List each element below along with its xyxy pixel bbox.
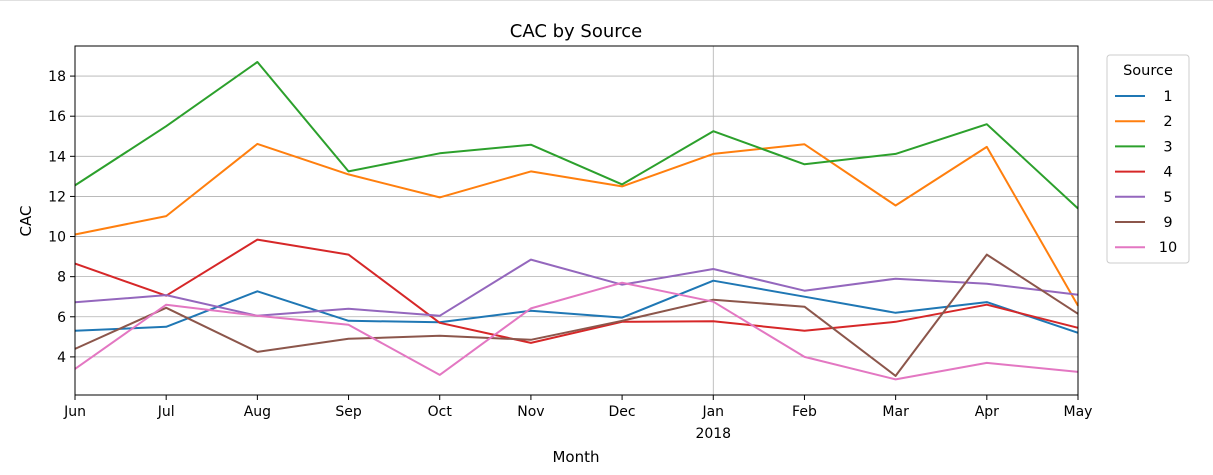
y-tick-label: 8 bbox=[57, 270, 66, 286]
series-line-4 bbox=[74, 238, 1079, 344]
x-tick-label: Feb bbox=[792, 404, 817, 420]
x-tick-label: Dec bbox=[609, 404, 636, 420]
legend-label-2: 2 bbox=[1163, 114, 1172, 130]
series-line-9 bbox=[74, 253, 1079, 377]
x-tick-label: Oct bbox=[428, 404, 453, 420]
x-tick-sublabel: 2018 bbox=[695, 426, 731, 442]
x-tick-label: Jan bbox=[701, 404, 724, 420]
legend-label-5: 5 bbox=[1163, 190, 1172, 206]
x-tick-label: Apr bbox=[975, 404, 999, 420]
series-line-3 bbox=[74, 61, 1079, 210]
legend-label-1: 1 bbox=[1163, 89, 1172, 105]
legend-label-4: 4 bbox=[1163, 165, 1172, 181]
x-axis-ticks: Jun Jul Aug Sep Oct Nov Dec Jan 2018 Feb Mar Apr May bbox=[63, 395, 1092, 442]
x-tick-label: Jul bbox=[157, 404, 175, 420]
chart-title: CAC by Source bbox=[510, 21, 642, 42]
plot-frame bbox=[74, 45, 1079, 396]
series-line-5 bbox=[74, 258, 1079, 317]
y-axis-ticks: 4 6 8 10 12 14 16 18 bbox=[48, 69, 75, 366]
y-axis-label: CAC bbox=[17, 206, 35, 237]
legend-label-10: 10 bbox=[1159, 240, 1177, 256]
x-tick-label: Nov bbox=[517, 404, 544, 420]
y-tick-label: 4 bbox=[57, 350, 66, 366]
series-line-10 bbox=[74, 281, 1079, 381]
y-tick-label: 18 bbox=[48, 69, 66, 85]
legend-label-9: 9 bbox=[1163, 215, 1172, 231]
y-tick-label: 10 bbox=[48, 230, 66, 246]
x-tick-label: Aug bbox=[244, 404, 271, 420]
y-tick-label: 12 bbox=[48, 189, 66, 205]
legend-title: Source bbox=[1123, 63, 1173, 79]
y-tick-label: 6 bbox=[57, 310, 66, 326]
y-tick-label: 14 bbox=[48, 149, 66, 165]
y-tick-label: 16 bbox=[48, 109, 66, 125]
x-tick-label: May bbox=[1064, 404, 1093, 420]
x-tick-label: Sep bbox=[335, 404, 362, 420]
series-lines bbox=[74, 61, 1079, 381]
grid-lines bbox=[75, 46, 1078, 395]
x-tick-label: Mar bbox=[882, 404, 909, 420]
x-axis-label: Month bbox=[552, 448, 599, 466]
top-border bbox=[0, 0, 1213, 1]
series-line-2 bbox=[74, 142, 1079, 307]
legend: Source 1 2 3 4 5 9 10 bbox=[1106, 54, 1190, 264]
legend-box bbox=[1106, 54, 1190, 264]
series-line-1 bbox=[74, 279, 1079, 334]
legend-label-3: 3 bbox=[1163, 139, 1172, 155]
x-tick-label: Jun bbox=[63, 404, 86, 420]
